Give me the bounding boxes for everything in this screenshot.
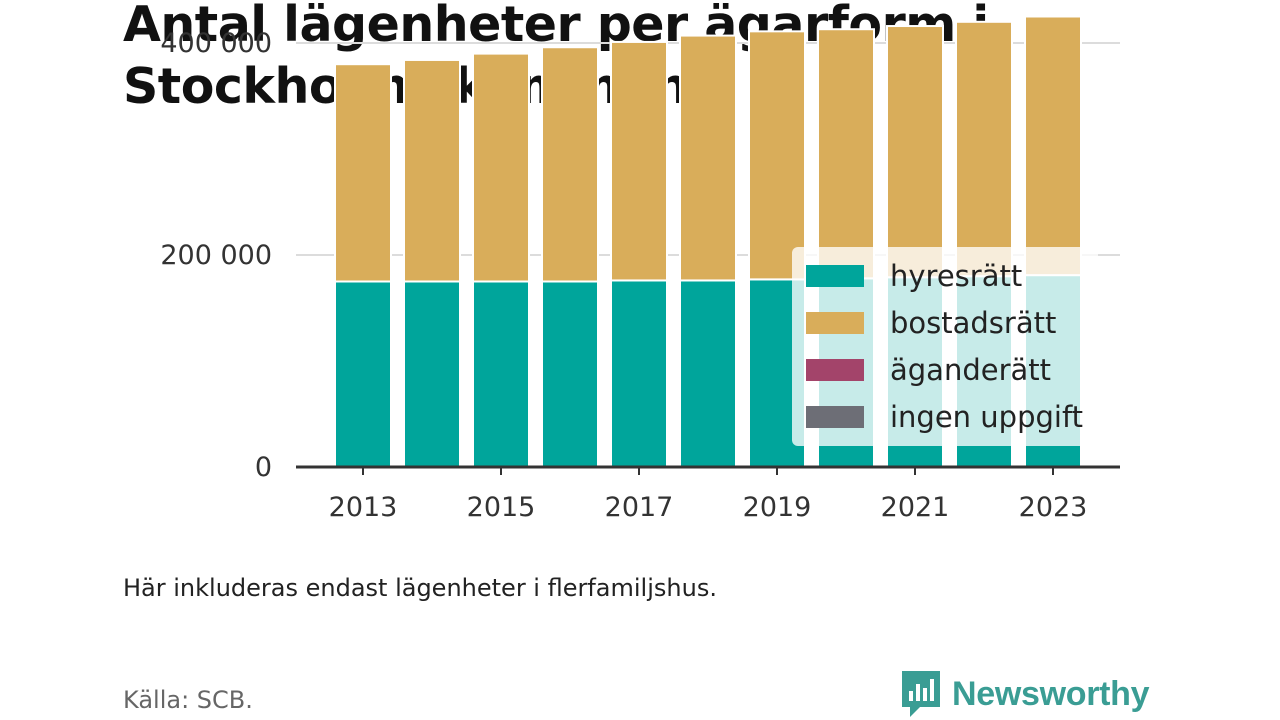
bar-segment [610, 279, 668, 468]
bar-segment [679, 34, 737, 282]
legend-background [792, 247, 1098, 446]
chart-note: Här inkluderas endast lägenheter i flerf… [123, 574, 717, 602]
legend-swatch [806, 312, 864, 334]
y-tick-labels: 0 200 000 400 000 [160, 28, 272, 483]
bar-segment [541, 280, 599, 468]
source-label: Källa: SCB. [123, 686, 253, 714]
legend-label: ingen uppgift [890, 400, 1083, 434]
bar-segment [403, 280, 461, 468]
x-tick-labels: 2013 2015 2017 2019 2021 2023 [329, 467, 1088, 523]
newsworthy-logo[interactable]: Newsworthy [900, 668, 1150, 720]
bar-segment [334, 63, 392, 283]
legend-swatch [806, 406, 864, 428]
bar-segment [955, 20, 1013, 278]
bar-segment [1024, 15, 1082, 277]
bar-segment [886, 25, 944, 279]
legend-swatch [806, 265, 864, 287]
legend-swatch [806, 359, 864, 381]
y-tick-label: 0 [255, 452, 272, 483]
x-tick-label: 2013 [329, 492, 398, 523]
x-tick-label: 2015 [467, 492, 536, 523]
x-tick-label: 2017 [605, 492, 674, 523]
y-tick-label: 400 000 [160, 28, 272, 59]
legend-label: bostadsrätt [890, 306, 1056, 340]
bar-segment [403, 58, 461, 283]
legend-label: äganderätt [890, 353, 1051, 387]
x-tick-label: 2019 [743, 492, 812, 523]
bar-segment [541, 46, 599, 283]
brand-name: Newsworthy [952, 674, 1150, 713]
bar-segment [748, 30, 806, 281]
bar-segment [472, 52, 530, 283]
legend: hyresrätt bostadsrätt äganderätt ingen uppg… [792, 247, 1098, 446]
x-tick-label: 2023 [1019, 492, 1088, 523]
bar-segment [610, 40, 668, 282]
y-tick-label: 200 000 [160, 240, 272, 271]
newsworthy-logo-icon [902, 671, 940, 717]
bar-segment [334, 280, 392, 468]
legend-label: hyresrätt [890, 259, 1022, 293]
stacked-bar-chart: 0 200 000 400 000 2013 2015 2017 2019 2021 2023… [160, 15, 1120, 523]
x-tick-label: 2021 [881, 492, 950, 523]
bar-segment [817, 28, 875, 280]
bar-segment [472, 280, 530, 468]
bar-segment [679, 279, 737, 468]
